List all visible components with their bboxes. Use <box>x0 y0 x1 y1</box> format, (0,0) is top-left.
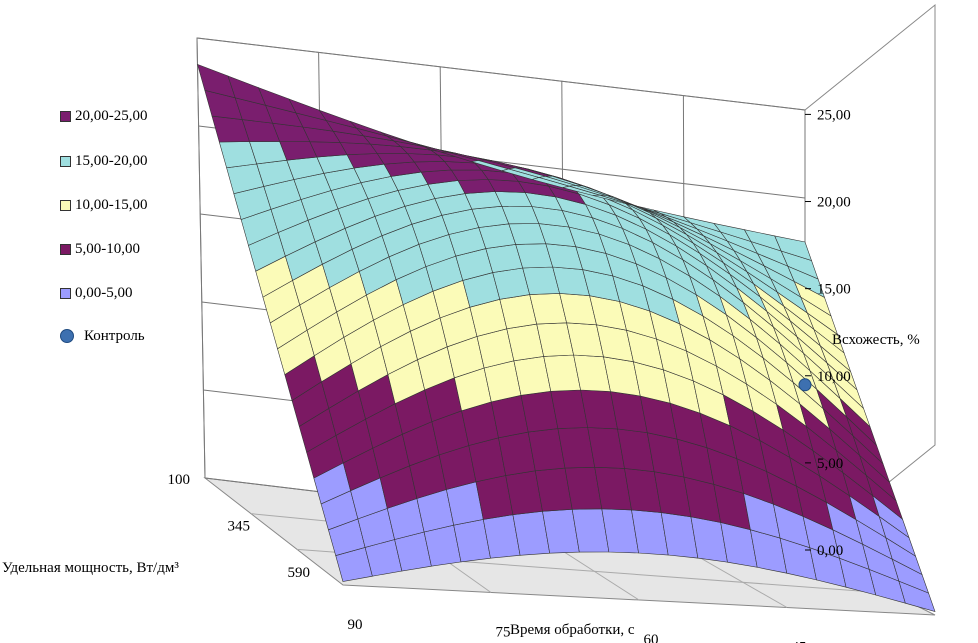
legend-swatch-1 <box>60 110 71 122</box>
z-tick-label: 20,00 <box>817 195 851 211</box>
legend-swatch-5 <box>60 287 71 299</box>
z-tick-label: 0,00 <box>817 543 843 559</box>
time-tick-label: 45 <box>792 640 807 643</box>
power-tick-label: 100 <box>168 472 191 488</box>
legend-item-band-2: 15,00-20,00 <box>60 151 148 171</box>
chart-axes: 0,00 5,00 10,00 15,00 20,00 25,00 Всхожесть, %… <box>2 107 920 643</box>
surface-plot <box>197 63 936 612</box>
wall-gridline-z <box>196 37 806 111</box>
legend-label-2: 15,00-20,00 <box>75 152 148 169</box>
time-tick-label: 60 <box>644 632 659 643</box>
power-tick-label: 590 <box>288 565 311 581</box>
legend-item-band-5: 0,00-5,00 <box>60 283 133 303</box>
surface-cell <box>774 235 812 261</box>
legend-item-band-4: 5,00-10,00 <box>60 239 140 259</box>
time-tick-label: 90 <box>348 617 363 633</box>
legend-label-5: 0,00-5,00 <box>75 284 133 301</box>
legend-swatch-2 <box>60 155 71 167</box>
z-tick-label: 25,00 <box>817 107 851 123</box>
z-tick-label: 15,00 <box>817 282 851 298</box>
wall-gridline-time <box>196 37 206 479</box>
legend-item-band-1: 20,00-25,00 <box>60 106 148 126</box>
time-tick-label: 75 <box>496 625 511 641</box>
y-axis-title: Удельная мощность, Вт/дм³ <box>2 560 179 576</box>
control-point <box>798 378 812 392</box>
legend-label-1: 20,00-25,00 <box>75 107 148 124</box>
legend-label-control: Контроль <box>84 327 145 344</box>
legend-label-3: 10,00-15,00 <box>75 196 148 213</box>
legend-swatch-3 <box>60 199 71 211</box>
legend-label-4: 5,00-10,00 <box>75 240 140 257</box>
power-tick-label: 345 <box>228 519 251 535</box>
legend-item-control: Контроль <box>60 326 145 346</box>
z-tick-label: 5,00 <box>817 456 843 472</box>
x-axis-title: Время обработки, с <box>510 622 635 638</box>
legend-swatch-4 <box>60 243 71 255</box>
control-marker-icon <box>60 329 74 343</box>
z-tick-label: 10,00 <box>817 369 851 385</box>
z-axis-title: Всхожесть, % <box>832 332 920 348</box>
legend-item-band-3: 10,00-15,00 <box>60 195 148 215</box>
